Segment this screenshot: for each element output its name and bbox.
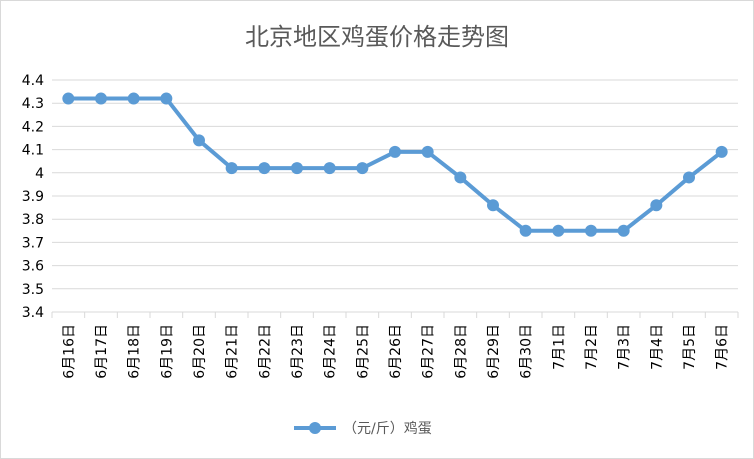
y-tick-label: 3.8 xyxy=(22,212,44,228)
series-group xyxy=(62,92,728,237)
x-tick-label: 6月18日 xyxy=(127,324,143,379)
x-tick-label: 6月22日 xyxy=(257,324,273,379)
y-tick-label: 3.4 xyxy=(22,305,44,321)
y-tick-label: 4.1 xyxy=(22,143,44,159)
data-point xyxy=(258,162,271,175)
y-tick-label: 4 xyxy=(35,166,44,182)
data-point xyxy=(683,171,695,184)
y-tick-label: 4.4 xyxy=(22,73,44,89)
data-point xyxy=(487,199,499,212)
y-tick-label: 4.2 xyxy=(22,119,44,135)
data-point xyxy=(323,162,336,175)
x-tick-label: 7月1日 xyxy=(551,324,567,370)
data-point xyxy=(127,92,140,105)
x-tick-label: 7月3日 xyxy=(617,324,633,370)
data-point xyxy=(519,224,532,237)
y-axis-labels: 3.4 3.5 3.6 3.7 3.8 3.9 4 4.1 4.2 4.3 4.4 xyxy=(22,73,44,321)
data-point xyxy=(160,92,173,105)
data-point xyxy=(552,224,565,237)
x-tick-label: 7月6日 xyxy=(715,324,731,370)
x-tick-label: 6月17日 xyxy=(94,324,110,379)
x-tick-label: 6月27日 xyxy=(421,324,437,379)
x-tick-label: 6月23日 xyxy=(290,324,306,379)
data-point xyxy=(193,134,205,147)
data-point xyxy=(389,145,401,158)
x-axis: 6月16日 6月17日 6月18日 6月19日 6月20日 6月21日 6月22日 6月23日… xyxy=(51,312,739,379)
x-tick-label: 6月25日 xyxy=(355,324,371,379)
y-tick-label: 3.9 xyxy=(22,189,44,205)
data-point xyxy=(225,162,238,175)
data-point xyxy=(650,199,663,212)
x-tick-label: 6月19日 xyxy=(159,324,175,379)
data-point xyxy=(715,145,728,158)
data-point xyxy=(95,92,107,105)
data-point xyxy=(291,162,303,175)
x-tick-label: 6月20日 xyxy=(192,324,208,379)
data-point xyxy=(62,92,75,105)
y-tick-label: 3.7 xyxy=(22,235,44,251)
x-tick-label: 7月2日 xyxy=(584,324,600,370)
data-point xyxy=(356,162,369,175)
x-tick-label: 7月5日 xyxy=(682,324,698,370)
x-tick-label: 6月16日 xyxy=(61,324,77,379)
chart-title: 北京地区鸡蛋价格走势图 xyxy=(245,23,509,51)
data-point xyxy=(454,171,467,184)
data-point xyxy=(421,145,434,158)
x-tick-label: 6月26日 xyxy=(388,324,404,379)
series-line xyxy=(66,96,724,233)
y-tick-label: 4.3 xyxy=(22,96,44,112)
legend-label: （元/斤）鸡蛋 xyxy=(343,420,432,437)
data-point xyxy=(617,224,630,237)
legend-marker-icon xyxy=(309,422,321,434)
x-tick-label: 6月24日 xyxy=(323,324,339,379)
x-tick-label: 6月29日 xyxy=(486,324,502,379)
y-tick-label: 3.5 xyxy=(22,282,44,298)
y-tick-label: 3.6 xyxy=(22,259,44,275)
x-tick-label: 6月30日 xyxy=(519,324,535,379)
legend: （元/斤）鸡蛋 xyxy=(294,420,432,437)
x-tick-label: 6月28日 xyxy=(453,324,469,379)
x-tick-label: 7月4日 xyxy=(649,324,665,370)
x-tick-label: 6月21日 xyxy=(225,324,241,379)
grid-lines xyxy=(52,79,738,313)
data-point xyxy=(585,224,597,237)
